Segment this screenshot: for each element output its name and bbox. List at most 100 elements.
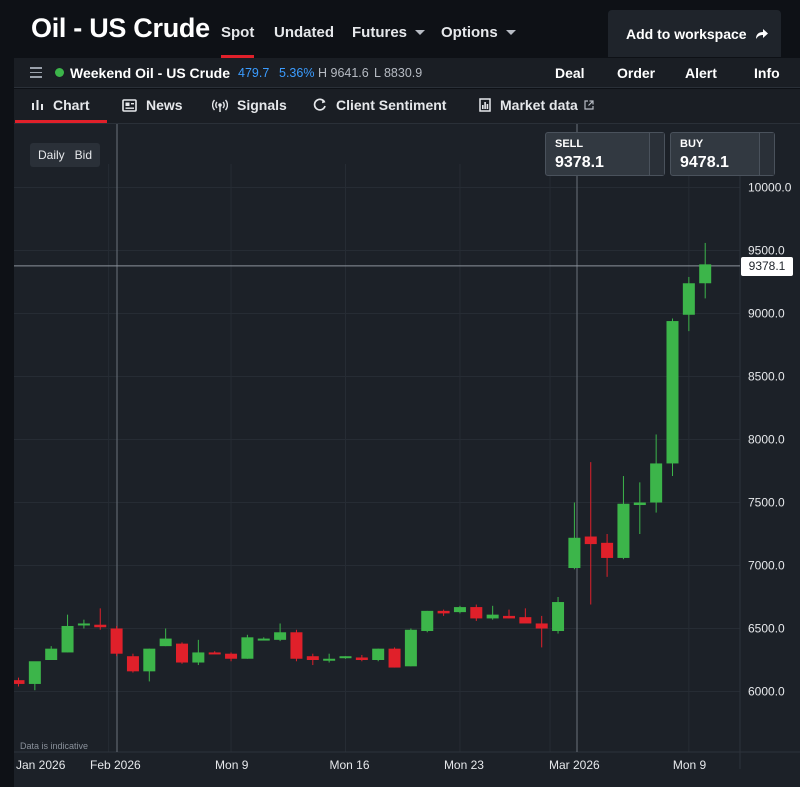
candle-body: [14, 680, 25, 684]
last-price-tag: 9378.1: [741, 257, 793, 276]
x-tick-label: Mon 9: [215, 758, 249, 772]
y-tick-label: 6500.0: [748, 622, 785, 636]
y-tick-label: 8500.0: [748, 370, 785, 384]
candle-body: [61, 625, 74, 653]
candle-body: [192, 652, 205, 663]
tab-label: Spot: [221, 24, 255, 41]
tab-label: Market data: [500, 97, 578, 113]
price-change-percent: 5.36%: [279, 66, 315, 80]
sell-price: 9378.1: [555, 154, 604, 171]
buy-label: BUY: [680, 138, 704, 150]
sentiment-icon: [313, 98, 327, 112]
candle-body: [552, 602, 565, 632]
buy-price-button[interactable]: BUY 9478.1: [670, 132, 775, 176]
price-type-bid-button[interactable]: Bid: [74, 148, 93, 162]
add-to-workspace-button[interactable]: Add to workspace: [608, 10, 781, 57]
candle-body: [45, 648, 58, 660]
candle-body: [355, 657, 368, 660]
candle-body: [535, 623, 548, 629]
info-button[interactable]: Info: [754, 65, 780, 81]
market-data-icon: [479, 98, 491, 112]
candle-body: [666, 321, 679, 464]
candle-body: [470, 607, 483, 619]
chart-interval-selector[interactable]: Daily Bid: [30, 143, 101, 167]
candle-body: [274, 632, 287, 640]
candle-body: [176, 643, 188, 663]
candle-body: [241, 637, 254, 659]
tab-futures[interactable]: Futures: [352, 24, 426, 41]
external-link-icon: [584, 100, 594, 110]
candle-body: [388, 648, 401, 668]
interval-daily-button[interactable]: Daily: [38, 148, 65, 162]
tab-client-sentiment[interactable]: Client Sentiment: [313, 97, 446, 113]
y-tick-label: 9500.0: [748, 244, 785, 258]
candle-body: [421, 610, 434, 632]
candle-body: [323, 658, 336, 661]
news-icon: [122, 98, 137, 112]
candle-body: [682, 283, 695, 315]
candle-body: [290, 632, 303, 659]
tab-label: Signals: [237, 97, 287, 113]
sell-price-button[interactable]: SELL 9378.1: [545, 132, 665, 176]
tab-label: News: [146, 97, 183, 113]
sell-label: SELL: [555, 138, 584, 150]
x-tick-label: Mon 16: [330, 758, 370, 772]
add-to-workspace-label: Add to workspace: [626, 25, 747, 42]
tab-options[interactable]: Options: [441, 24, 516, 41]
data-indicative-note: Data is indicative: [20, 741, 89, 751]
x-tick-label: Feb 2026: [90, 758, 141, 772]
candle-body: [110, 628, 123, 654]
candle-body: [208, 652, 221, 655]
x-tick-label: Mon 23: [444, 758, 484, 772]
tab-label: Client Sentiment: [336, 97, 447, 113]
candle-body: [77, 623, 90, 626]
tab-signals[interactable]: Signals: [212, 97, 287, 113]
candle-body: [404, 629, 417, 667]
tab-news[interactable]: News: [122, 97, 183, 113]
candle-body: [159, 638, 172, 647]
deal-button[interactable]: Deal: [555, 65, 585, 81]
candle-body: [650, 463, 663, 503]
tab-label: Undated: [274, 24, 334, 41]
signals-icon: [212, 99, 228, 112]
y-tick-label: 6000.0: [748, 685, 785, 699]
share-arrow-icon: [755, 28, 768, 39]
candle-body: [372, 648, 385, 660]
price-change: 479.7: [238, 66, 270, 80]
candle-body: [453, 607, 466, 613]
candle-body: [257, 638, 270, 641]
market-open-status-icon: [55, 68, 64, 77]
y-tick-label: 8000.0: [748, 433, 785, 447]
candle-body: [339, 656, 352, 659]
candle-body: [617, 503, 630, 558]
candle-body: [28, 661, 41, 684]
day-low: L 8830.9: [374, 66, 423, 80]
candle-body: [568, 537, 581, 569]
candle-body: [519, 617, 532, 624]
tab-undated[interactable]: Undated: [274, 24, 334, 41]
y-tick-label: 9000.0: [748, 307, 785, 321]
x-tick-label: Jan 2026: [16, 758, 66, 772]
price-chart[interactable]: 6000.0 6500.0 7000.0 7500.0 8000.0 8500.0 9000…: [14, 124, 800, 787]
candle-body: [94, 624, 107, 628]
candle-body: [584, 536, 597, 545]
day-high: H 9641.6: [318, 66, 369, 80]
candle-body: [143, 648, 156, 672]
tab-spot[interactable]: Spot: [221, 24, 255, 58]
tab-chart[interactable]: Chart: [15, 97, 107, 123]
chevron-down-icon: [415, 29, 426, 35]
market-info-bar: Weekend Oil - US Crude 479.7 5.36% H 964…: [14, 58, 800, 88]
tab-label: Chart: [53, 97, 90, 113]
candle-body: [437, 610, 450, 614]
y-tick-label: 7000.0: [748, 559, 785, 573]
instrument-name: Weekend Oil - US Crude: [70, 65, 230, 81]
x-tick-label: Mar 2026: [549, 758, 600, 772]
candlestick-chart[interactable]: 6000.0 6500.0 7000.0 7500.0 8000.0 8500.0 9000…: [14, 124, 800, 787]
hamburger-menu-icon[interactable]: [30, 67, 42, 78]
alert-button[interactable]: Alert: [685, 65, 717, 81]
candle-body: [633, 502, 646, 506]
app-header: Oil - US Crude Spot Undated Futures Opti…: [0, 0, 800, 58]
sub-navigation: Chart News Signals Client Sentiment Mark…: [14, 89, 800, 124]
order-button[interactable]: Order: [617, 65, 656, 81]
tab-market-data[interactable]: Market data: [479, 97, 594, 113]
